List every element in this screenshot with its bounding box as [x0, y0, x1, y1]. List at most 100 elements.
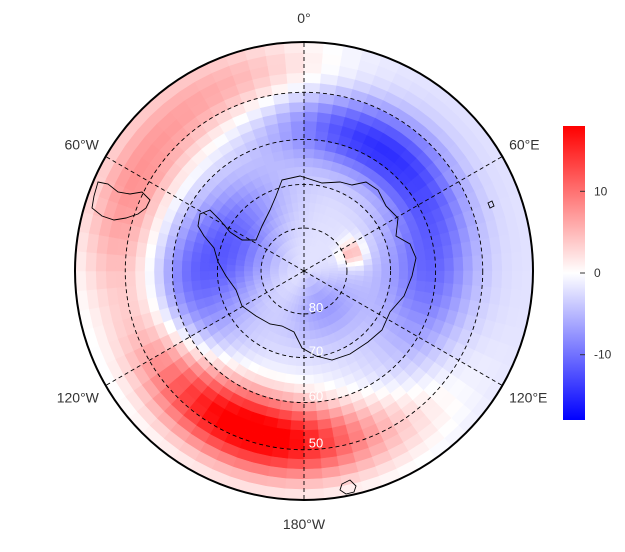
field-cell: [294, 365, 305, 376]
field-cell: [297, 201, 305, 212]
field-cell: [521, 250, 533, 272]
field-cell: [291, 129, 305, 141]
field-cell: [303, 62, 323, 74]
field-cell: [511, 270, 523, 291]
longitude-label: 60°E: [509, 137, 540, 153]
field-cell: [303, 120, 318, 132]
field-cell: [291, 201, 300, 212]
field-cell: [287, 448, 305, 460]
field-cell: [75, 270, 87, 292]
field-cell: [277, 270, 288, 274]
field-cell: [425, 259, 436, 272]
field-cell: [75, 250, 87, 272]
field-cell: [320, 268, 331, 272]
field-cell: [234, 270, 245, 278]
longitude-label: 120°E: [509, 390, 547, 406]
field-cell: [269, 270, 279, 275]
field-cell: [292, 392, 305, 403]
field-cell: [181, 249, 193, 262]
field-cell: [303, 42, 325, 54]
latitude-label: 50: [309, 436, 323, 451]
field-cell: [303, 82, 321, 94]
field-cell: [181, 280, 193, 293]
field-cell: [95, 270, 107, 290]
field-cell: [472, 270, 484, 287]
field-cell: [85, 270, 97, 291]
field-cell: [443, 257, 455, 272]
field-cell: [381, 270, 391, 279]
field-cell: [260, 270, 271, 276]
field-cell: [285, 166, 297, 178]
field-cell: [287, 82, 305, 94]
field-cell: [85, 251, 97, 272]
field-cell: [115, 254, 127, 272]
field-cell: [313, 148, 326, 160]
field-cell: [434, 258, 446, 272]
anomaly-field: [75, 42, 533, 500]
field-cell: [303, 157, 315, 168]
field-cell: [124, 270, 136, 287]
field-cell: [105, 253, 117, 272]
field-cell: [134, 255, 146, 272]
field-cell: [208, 278, 220, 288]
map-border: [74, 41, 534, 501]
new-zealand-coastline: [339, 479, 357, 495]
field-cell: [252, 270, 262, 276]
field-cell: [286, 72, 305, 84]
field-cell: [501, 270, 513, 290]
field-cell: [372, 270, 383, 279]
field-cell: [234, 275, 245, 284]
field-cell: [389, 270, 400, 280]
meridian-line: [303, 270, 503, 386]
field-cell: [190, 260, 201, 272]
latitude-label: 60: [309, 389, 323, 404]
field-cell: [225, 270, 236, 279]
field-cell: [284, 478, 305, 490]
field-cell: [225, 263, 236, 272]
field-cell: [303, 148, 315, 159]
field-cell: [443, 270, 455, 285]
field-cell: [415, 280, 427, 293]
field-cell: [217, 277, 228, 287]
field-cell: [298, 210, 305, 220]
field-cell: [303, 129, 317, 141]
field-cell: [312, 373, 325, 385]
field-cell: [290, 410, 305, 422]
meridian-line: [303, 156, 503, 272]
field-cell: [199, 270, 210, 281]
field-cell: [283, 488, 305, 500]
field-cell: [293, 383, 305, 394]
colorbar: 10 0 -10: [563, 126, 612, 420]
field-cell: [172, 270, 183, 283]
longitude-label: 60°W: [65, 137, 100, 153]
field-cell: [491, 270, 503, 289]
field-cell: [288, 429, 305, 441]
field-cell: [243, 270, 253, 277]
field-cell: [289, 111, 305, 122]
field-cell: [288, 439, 305, 451]
field-cell: [303, 313, 309, 323]
longitude-label: 120°W: [57, 390, 100, 406]
field-cell: [293, 374, 305, 385]
field-cell: [199, 261, 210, 272]
field-cell: [296, 184, 305, 194]
field-cell: [286, 458, 305, 470]
field-cell: [162, 270, 174, 284]
field-cell: [105, 270, 117, 289]
field-cell: [308, 330, 317, 341]
island-small: [487, 200, 495, 209]
meridian-line: [105, 270, 305, 386]
field-cell: [190, 270, 201, 282]
colorbar-gradient: [563, 126, 585, 420]
graticule: [105, 42, 503, 500]
field-cell: [416, 260, 427, 272]
field-cell: [303, 72, 322, 84]
field-cell: [425, 270, 436, 283]
field-cell: [371, 257, 382, 266]
field-cell: [303, 365, 314, 376]
field-cell: [415, 249, 427, 262]
field-cell: [144, 256, 155, 272]
field-cell: [303, 192, 312, 203]
field-cell: [355, 265, 365, 272]
field-cell: [303, 468, 323, 480]
